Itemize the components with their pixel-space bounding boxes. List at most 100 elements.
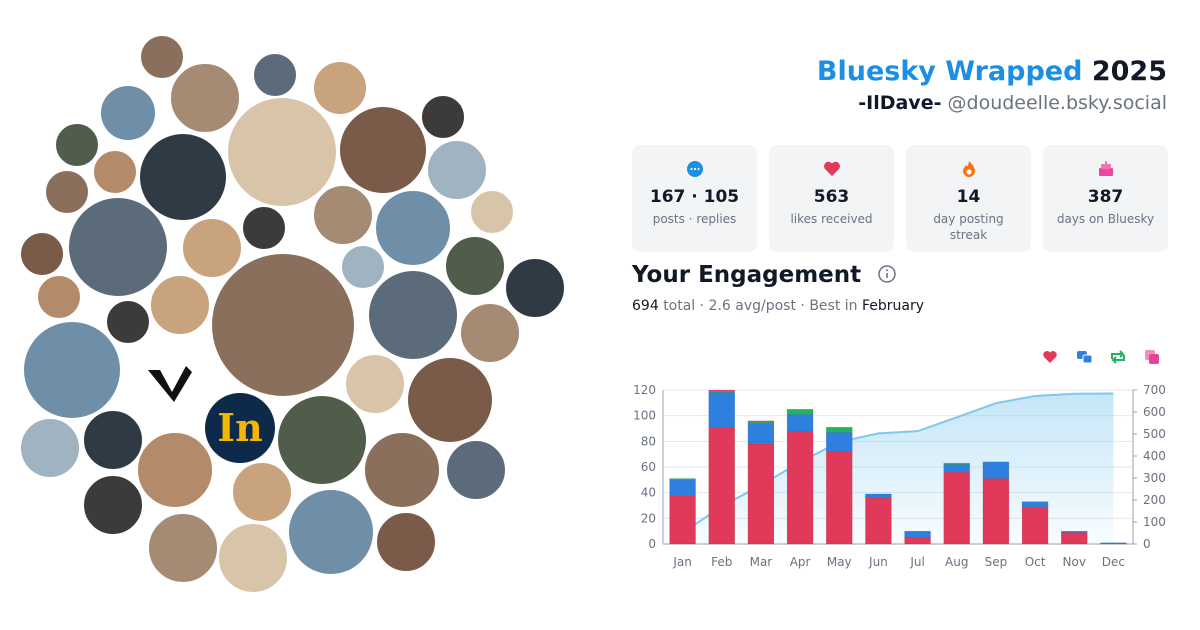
bar-segment bbox=[1021, 506, 1049, 545]
avatar bbox=[363, 431, 441, 509]
avatar bbox=[92, 149, 138, 195]
year: 2025 bbox=[1091, 56, 1167, 87]
stat-card: 387 days on Bluesky bbox=[1043, 145, 1168, 252]
avatar bbox=[99, 84, 157, 142]
stat-value: 167 · 105 bbox=[649, 187, 740, 207]
bar-segment bbox=[865, 493, 892, 499]
y2-tick-label: 500 bbox=[1143, 427, 1166, 441]
y2-tick-label: 300 bbox=[1143, 471, 1166, 485]
info-icon[interactable] bbox=[877, 264, 897, 284]
bar-segment bbox=[1060, 530, 1088, 533]
legend-icon bbox=[1043, 351, 1057, 363]
avatar bbox=[287, 488, 375, 576]
avatar bbox=[241, 205, 287, 251]
bar-segment bbox=[669, 478, 696, 481]
avatar bbox=[54, 122, 100, 168]
bar-segment bbox=[1060, 532, 1088, 545]
handle: @doudeelle.bsky.social bbox=[947, 92, 1167, 114]
y-tick-label: 40 bbox=[641, 486, 656, 500]
avatar bbox=[340, 244, 386, 290]
x-tick-label: Sep bbox=[985, 555, 1008, 569]
legend-icon bbox=[1082, 354, 1093, 364]
bar-segment bbox=[943, 471, 971, 545]
legend-item[interactable] bbox=[1077, 351, 1093, 364]
avatar bbox=[226, 96, 338, 208]
avatar bbox=[420, 94, 466, 140]
bar-segment bbox=[747, 443, 775, 545]
avatar bbox=[406, 356, 494, 444]
x-tick-label: Jul bbox=[909, 555, 924, 569]
display-name: -IlDave- bbox=[858, 92, 942, 114]
x-tick-label: Mar bbox=[750, 555, 773, 569]
avatar bbox=[504, 257, 566, 319]
summary: 694 total · 2.6 avg/post · Best in Febru… bbox=[632, 298, 924, 314]
legend-icon bbox=[1149, 354, 1159, 364]
stat-label: days on Bluesky bbox=[1056, 212, 1155, 226]
avatar bbox=[169, 62, 241, 134]
x-tick-label: Jun bbox=[868, 555, 888, 569]
avatar bbox=[82, 409, 144, 471]
legend-item[interactable] bbox=[1145, 350, 1159, 364]
avatar bbox=[374, 189, 452, 267]
bar-segment bbox=[708, 392, 736, 428]
bar-segment bbox=[825, 426, 853, 433]
avatar bbox=[105, 299, 151, 345]
x-tick-label: Aug bbox=[945, 555, 968, 569]
y-tick-label: 80 bbox=[641, 434, 656, 448]
bar-segment bbox=[747, 423, 775, 445]
bar-segment bbox=[708, 389, 736, 392]
avatar bbox=[82, 474, 144, 536]
legend-item[interactable] bbox=[1043, 351, 1057, 363]
bar-segment bbox=[786, 430, 814, 545]
y-tick-label: 60 bbox=[641, 460, 656, 474]
avatar-cluster: In bbox=[19, 34, 566, 594]
section-title: Your Engagement bbox=[632, 262, 897, 288]
bar-segment bbox=[669, 479, 696, 496]
avatar bbox=[344, 353, 406, 415]
stat-icon bbox=[823, 161, 840, 176]
bar-segment bbox=[943, 464, 971, 473]
avatar bbox=[312, 184, 374, 246]
stat-card: 563 likes received bbox=[769, 145, 894, 252]
y2-tick-label: 600 bbox=[1143, 405, 1166, 419]
bar-segment bbox=[669, 494, 696, 545]
y2-tick-label: 0 bbox=[1143, 537, 1151, 551]
stat-icon bbox=[1098, 161, 1113, 176]
x-tick-label: Feb bbox=[711, 555, 732, 569]
y-tick-label: 100 bbox=[633, 409, 656, 423]
legend-item[interactable] bbox=[1111, 350, 1125, 364]
y2-tick-label: 700 bbox=[1143, 383, 1166, 397]
avatar bbox=[375, 511, 437, 573]
y2-tick-label: 400 bbox=[1143, 449, 1166, 463]
avatar bbox=[36, 274, 82, 320]
stat-card: 167 · 105 posts · replies bbox=[632, 145, 757, 252]
avatar bbox=[459, 302, 521, 364]
bar-segment bbox=[904, 530, 931, 538]
bar-segment bbox=[786, 414, 814, 432]
avatar bbox=[19, 417, 81, 479]
avatar bbox=[217, 522, 289, 594]
avatar bbox=[444, 235, 506, 297]
summary-text: total · 2.6 avg/post · Best in bbox=[663, 298, 858, 314]
stat-label: day posting streak bbox=[933, 212, 1004, 242]
best-month: February bbox=[862, 298, 925, 314]
logo-v bbox=[148, 366, 192, 402]
y-tick-label: 0 bbox=[648, 537, 656, 551]
logo-text: In bbox=[217, 405, 262, 450]
bar-segment bbox=[786, 408, 814, 415]
stat-label: likes received bbox=[790, 212, 873, 226]
x-tick-label: Oct bbox=[1025, 555, 1046, 569]
brand: Bluesky Wrapped bbox=[816, 56, 1083, 87]
stat-icon bbox=[686, 161, 703, 177]
avatar bbox=[149, 274, 211, 336]
y-tick-label: 20 bbox=[641, 511, 656, 525]
stat-card: 14 day posting streak bbox=[906, 145, 1031, 252]
bar-segment bbox=[825, 432, 853, 452]
avatar bbox=[231, 461, 293, 523]
avatar bbox=[22, 320, 122, 420]
x-tick-label: Apr bbox=[790, 555, 811, 569]
avatar bbox=[138, 132, 228, 222]
avatar bbox=[44, 169, 90, 215]
y2-tick-label: 100 bbox=[1143, 515, 1166, 529]
